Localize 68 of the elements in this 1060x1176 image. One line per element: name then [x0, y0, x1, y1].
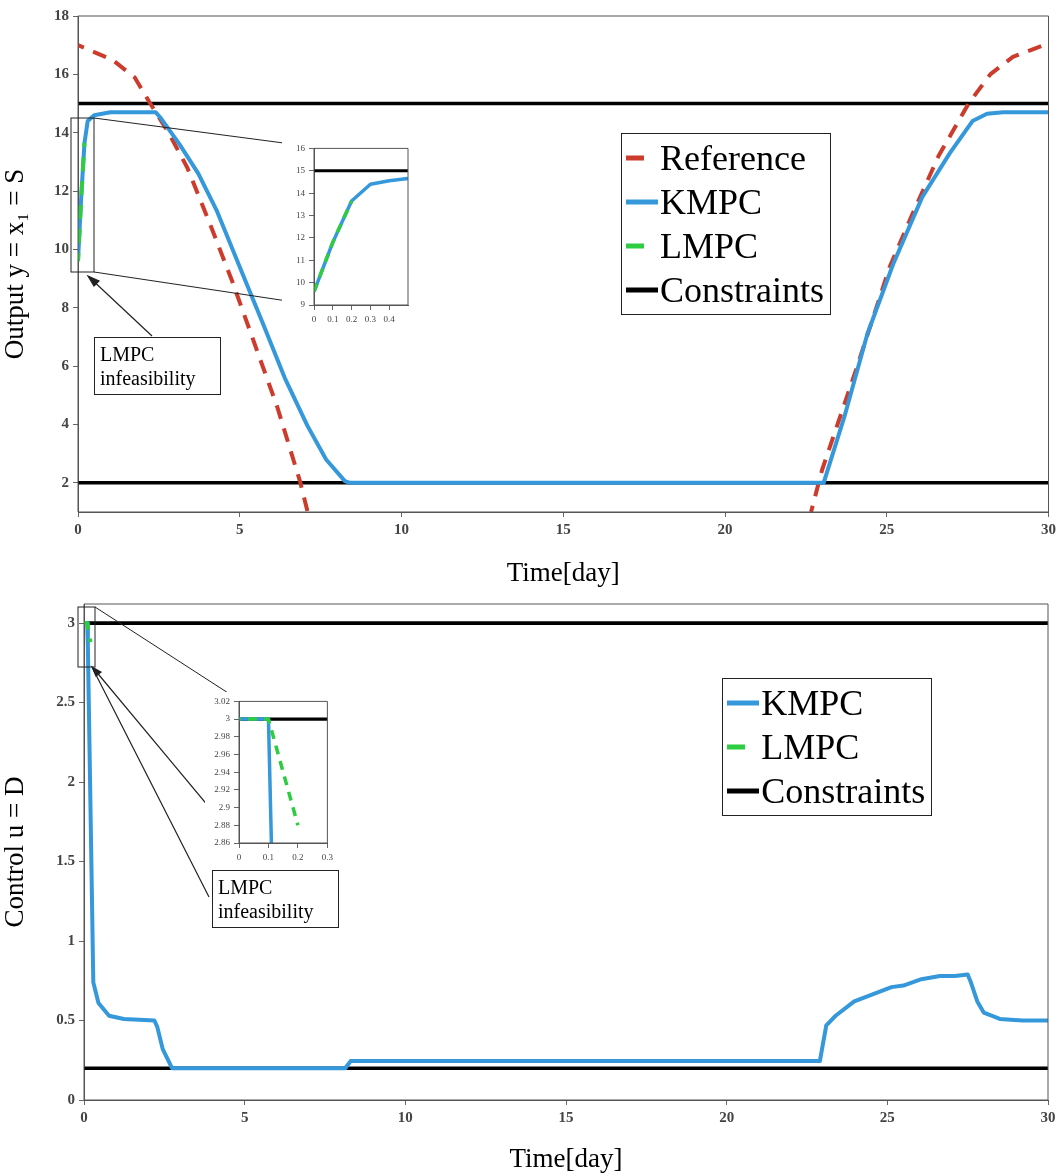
x-tick-label: 0 — [80, 1108, 88, 1125]
x-tick-label: 30 — [1040, 1108, 1056, 1125]
x-tick-label: 5 — [240, 1108, 249, 1125]
y-tick-label: 1.5 — [56, 852, 75, 869]
x-tick-label: 20 — [719, 1108, 735, 1125]
y-tick-label: 4 — [61, 415, 70, 432]
annotation: LMPC infeasibility — [94, 337, 221, 395]
x-tick-label: 25 — [879, 1108, 895, 1125]
y-tick-label: 6 — [61, 356, 70, 373]
y-tick-label: 2.5 — [56, 693, 75, 710]
y-tick-label: 10 — [54, 240, 69, 257]
y-tick-label: 16 — [54, 65, 70, 82]
annotation: LMPC infeasibility — [212, 870, 339, 928]
legend-label: LMPC — [761, 726, 860, 770]
x-axis-title: Time[day] — [506, 556, 620, 587]
y-tick-label: 2.92 — [214, 784, 230, 795]
x-tick-label: 25 — [879, 520, 895, 537]
y-tick-label: 2.96 — [214, 748, 231, 759]
y-tick-label: 11 — [296, 254, 305, 265]
x-tick-label: 15 — [558, 1108, 574, 1125]
y-tick-label: 16 — [296, 142, 306, 153]
y-tick-label: 14 — [296, 187, 306, 198]
y-tick-label: 2 — [61, 473, 69, 490]
y-tick-label: 1 — [67, 931, 75, 948]
y-tick-label: 14 — [54, 123, 70, 140]
y-tick-label: 0 — [67, 1090, 75, 1107]
x-tick-label: 5 — [236, 520, 244, 537]
x-tick-label: 20 — [717, 520, 733, 537]
x-tick-label: 0 — [311, 313, 317, 324]
y-tick-label: 3 — [67, 613, 75, 630]
x-tick-label: 0 — [236, 851, 242, 862]
x-tick-label: 0.3 — [364, 313, 377, 324]
y-tick-label: 3 — [225, 713, 231, 724]
x-tick-label: 0.1 — [327, 313, 339, 324]
y-tick-label: 2.86 — [214, 837, 231, 848]
y-tick-label: 8 — [61, 298, 69, 315]
legend-label: KMPC — [660, 181, 763, 225]
legend-label: Constraints — [660, 269, 825, 313]
y-tick-label: 2.98 — [214, 731, 231, 742]
legend-label: LMPC — [660, 225, 759, 269]
x-axis-title: Time[day] — [509, 1142, 623, 1173]
y-tick-label: 10 — [296, 276, 306, 287]
y-tick-label: 13 — [296, 209, 306, 220]
y-tick-label: 0.5 — [56, 1011, 75, 1028]
y-tick-label: 12 — [296, 232, 305, 243]
x-tick-label: 0.2 — [292, 851, 304, 862]
y-tick-label: 9 — [300, 299, 306, 310]
y-tick-label: 15 — [296, 165, 306, 176]
y-tick-label: 3.02 — [214, 695, 230, 706]
x-tick-label: 0.1 — [262, 851, 275, 862]
y-tick-label: 2.88 — [214, 819, 231, 830]
y-tick-label: 18 — [54, 6, 69, 23]
legend-label: KMPC — [761, 682, 864, 726]
x-tick-label: 15 — [555, 520, 571, 537]
y-tick-label: 12 — [54, 181, 69, 198]
x-tick-label: 10 — [394, 520, 409, 537]
x-tick-label: 0.4 — [383, 313, 396, 324]
y-tick-label: 2.94 — [214, 766, 231, 777]
y-axis-title: Control u = D — [0, 776, 30, 928]
x-tick-label: 0.2 — [345, 313, 358, 324]
x-tick-label: 30 — [1041, 520, 1056, 537]
y-tick-label: 2 — [67, 772, 75, 789]
legend-label: Reference — [660, 137, 806, 181]
x-tick-label: 10 — [397, 1108, 413, 1125]
legend-label: Constraints — [761, 770, 926, 814]
y-axis-title: Output y = x₁ = S — [0, 168, 30, 360]
y-tick-label: 2.9 — [218, 801, 231, 812]
x-tick-label: 0.3 — [321, 851, 334, 862]
